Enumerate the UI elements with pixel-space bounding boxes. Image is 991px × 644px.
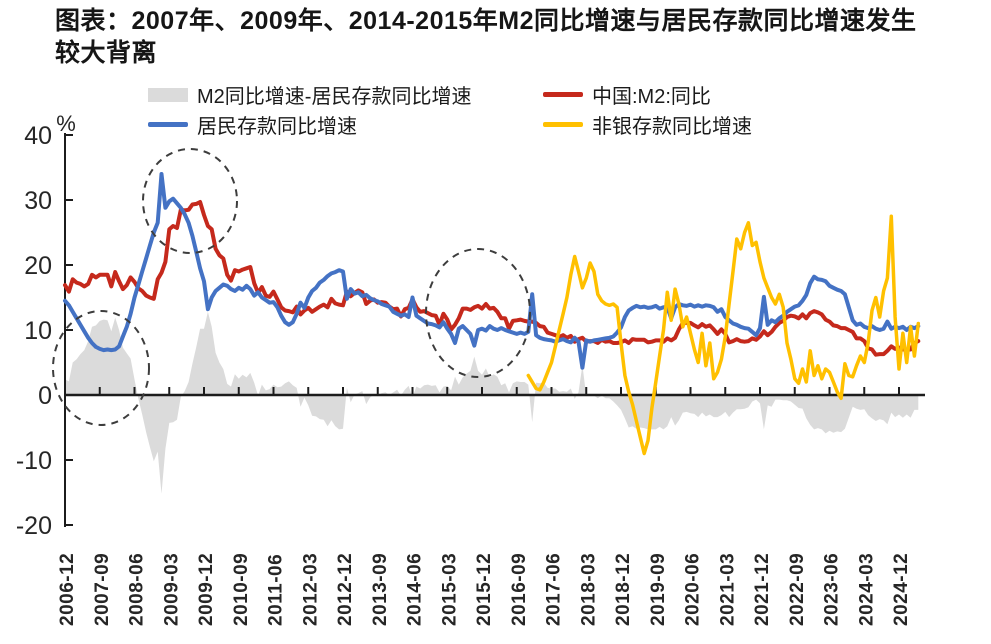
legend-item-household-deposits: 居民存款同比增速 <box>148 110 357 139</box>
x-tick-label: 2012-12 <box>335 553 356 626</box>
chart-title-line2: 较大背离 <box>55 39 158 67</box>
legend-item-spread: M2同比增速-居民存款同比增速 <box>148 80 471 109</box>
x-tick-label: 2008-06 <box>127 553 148 626</box>
y-tick-label: -10 <box>16 447 52 475</box>
x-tick-label: 2019-09 <box>648 553 669 626</box>
x-tick-label: 2023-06 <box>822 553 843 626</box>
y-tick-label: 10 <box>24 317 52 345</box>
x-tick-label: 2006-12 <box>57 553 78 626</box>
chart-title: 图表：2007年、2009年、2014-2015年M2同比增速与居民存款同比增速… <box>55 5 975 69</box>
legend-label-m2: 中国:M2:同比 <box>592 86 711 108</box>
spread-area-path <box>65 311 919 494</box>
household-deposits-yoy-line <box>63 172 921 370</box>
x-tick-label: 2020-06 <box>683 553 704 626</box>
divergence-circle <box>142 148 238 254</box>
divergence-circle <box>425 248 531 378</box>
y-tick-label: -20 <box>16 512 52 540</box>
household-deposits-line-swatch <box>148 122 188 127</box>
y-tick-label: 40 <box>24 122 52 150</box>
x-tick-label: 2016-09 <box>509 553 530 626</box>
g-dep-polyline <box>63 172 921 370</box>
nonbank-deposits-line-swatch <box>543 122 583 127</box>
legend-item-m2: 中国:M2:同比 <box>543 80 711 109</box>
chart-title-line1: 图表：2007年、2009年、2014-2015年M2同比增速与居民存款同比增速… <box>55 7 917 35</box>
x-tick-label: 2011-06 <box>266 554 287 626</box>
legend-item-nonbank-deposits: 非银存款同比增速 <box>543 110 752 139</box>
legend-label-household-deposits: 居民存款同比增速 <box>197 116 357 138</box>
x-tick-label: 2018-12 <box>613 553 634 626</box>
g-m2-polyline <box>63 200 921 357</box>
x-tick-label: 2013-09 <box>370 553 391 626</box>
divergence-annotation-circles <box>52 148 531 426</box>
x-tick-label: 2007-09 <box>92 553 113 626</box>
m2-line-swatch <box>543 92 583 97</box>
x-axis-labels: 2006-12 2007-09 2008-06 2009-03 2009-12 2010-… <box>57 553 912 626</box>
x-tick-label: 2012-03 <box>300 553 321 626</box>
y-tick-label: 30 <box>24 187 52 215</box>
g-nonbank-polyline <box>526 214 921 456</box>
legend-label-spread: M2同比增速-居民存款同比增速 <box>197 86 472 108</box>
y-tick-label: 20 <box>24 252 52 280</box>
y-tick-label: 0 <box>38 382 52 410</box>
x-tick-label: 2015-03 <box>439 553 460 626</box>
y-axis-unit-label: % <box>56 111 76 136</box>
x-tick-label: 2009-03 <box>161 553 182 626</box>
x-tick-label: 2015-12 <box>474 553 495 626</box>
x-tick-label: 2018-03 <box>578 553 599 626</box>
y-axis-labels: -20 -10 0 10 20 30 40% <box>16 111 76 540</box>
nonbank-deposits-yoy-line <box>526 214 921 456</box>
x-tick-label: 2014-06 <box>405 553 426 626</box>
x-tick-label: 2017-06 <box>544 553 565 626</box>
m2-yoy-line <box>63 200 921 357</box>
spread-area-swatch <box>148 87 188 102</box>
legend: M2同比增速-居民存款同比增速 中国:M2:同比 居民存款同比增速 非银存款同比… <box>148 80 968 140</box>
x-tick-label: 2024-12 <box>891 553 912 626</box>
divergence-circle <box>52 310 150 426</box>
x-tick-label: 2009-12 <box>196 553 217 626</box>
axes <box>64 133 925 527</box>
x-tick-label: 2024-03 <box>856 553 877 626</box>
x-tick-label: 2021-12 <box>752 553 773 626</box>
x-tick-label: 2010-09 <box>231 553 252 626</box>
x-tick-label: 2021-03 <box>717 553 738 626</box>
legend-label-nonbank-deposits: 非银存款同比增速 <box>592 116 752 138</box>
spread-area-series <box>65 311 919 494</box>
x-tick-label: 2022-09 <box>787 553 808 626</box>
